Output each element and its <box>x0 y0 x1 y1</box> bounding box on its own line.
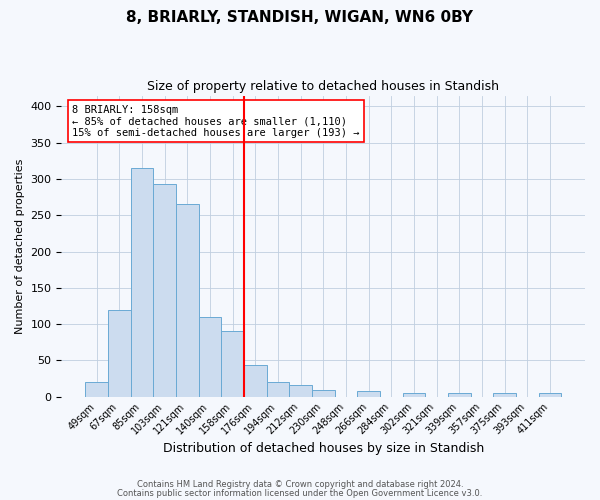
Text: 8, BRIARLY, STANDISH, WIGAN, WN6 0BY: 8, BRIARLY, STANDISH, WIGAN, WN6 0BY <box>127 10 473 25</box>
Bar <box>312 390 335 396</box>
Bar <box>357 391 380 396</box>
Bar <box>493 393 516 396</box>
Y-axis label: Number of detached properties: Number of detached properties <box>15 158 25 334</box>
Text: Contains public sector information licensed under the Open Government Licence v3: Contains public sector information licen… <box>118 488 482 498</box>
Bar <box>244 364 266 396</box>
Bar <box>448 393 470 396</box>
Bar <box>289 385 312 396</box>
X-axis label: Distribution of detached houses by size in Standish: Distribution of detached houses by size … <box>163 442 484 455</box>
Bar <box>108 310 131 396</box>
Bar <box>131 168 153 396</box>
Bar <box>153 184 176 396</box>
Bar <box>266 382 289 396</box>
Bar <box>539 393 561 396</box>
Bar <box>199 317 221 396</box>
Title: Size of property relative to detached houses in Standish: Size of property relative to detached ho… <box>147 80 499 93</box>
Bar <box>403 393 425 396</box>
Bar <box>176 204 199 396</box>
Bar <box>85 382 108 396</box>
Bar <box>221 332 244 396</box>
Text: 8 BRIARLY: 158sqm
← 85% of detached houses are smaller (1,110)
15% of semi-detac: 8 BRIARLY: 158sqm ← 85% of detached hous… <box>72 104 359 138</box>
Text: Contains HM Land Registry data © Crown copyright and database right 2024.: Contains HM Land Registry data © Crown c… <box>137 480 463 489</box>
